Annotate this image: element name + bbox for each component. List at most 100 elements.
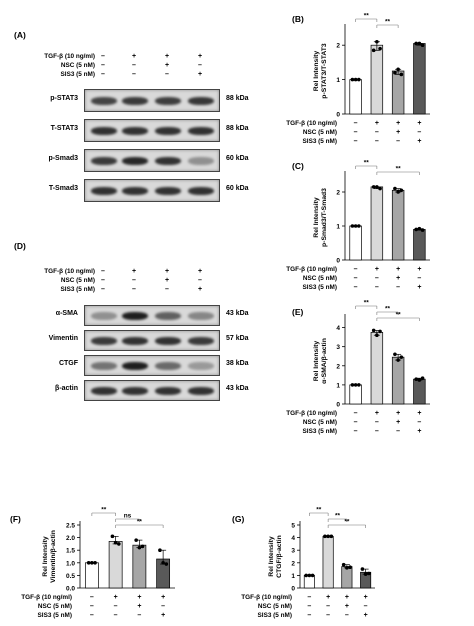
treatment-label: NSC (5 nM) — [303, 419, 337, 426]
data-point — [399, 72, 404, 77]
data-point — [353, 77, 358, 82]
treatment-sign: + — [326, 594, 330, 601]
treatment-sign: – — [101, 53, 105, 60]
treatment-label: NSC (5 nM) — [303, 129, 337, 136]
treatment-label: TGF-β (10 ng/ml) — [286, 120, 337, 127]
treatment-label: SIS3 (5 nM) — [38, 612, 72, 619]
treatment-sign: – — [354, 419, 358, 426]
significance-label: ** — [385, 19, 391, 26]
treatment-sign: + — [396, 275, 400, 282]
treatment-sign: – — [198, 277, 202, 284]
treatment-sign: – — [307, 612, 311, 619]
y-axis-label: Rel Intensityα-SMA/β-actin — [313, 338, 328, 384]
treatment-sign: + — [396, 266, 400, 273]
molecular-weight-label: 60 kDa — [226, 154, 249, 162]
data-point — [414, 227, 418, 232]
significance-label: ns — [124, 513, 132, 520]
treatment-sign: – — [101, 277, 105, 284]
blot-label: β-actin — [55, 384, 78, 392]
chart-b: (B) 0 1 2 Rel Intensityp-STAT3/T-STAT3 ** ** TG… — [286, 13, 430, 145]
panel-label: (C) — [292, 161, 304, 171]
treatment-sign: + — [137, 594, 141, 601]
significance-label: ** — [335, 513, 341, 520]
treatment-sign: – — [354, 138, 358, 145]
treatment-sign: – — [354, 428, 358, 435]
treatment-sign: – — [132, 62, 136, 69]
data-point — [420, 228, 425, 232]
y-tick-label: 5 — [291, 523, 295, 530]
treatment-sign: + — [417, 120, 421, 127]
treatment-sign: + — [375, 120, 379, 127]
data-point — [371, 185, 376, 189]
treatment-sign: + — [345, 603, 349, 610]
treatment-sign: – — [165, 71, 169, 78]
blot-band — [155, 126, 181, 135]
blot-strip — [84, 355, 220, 376]
treatment-sign: + — [364, 594, 368, 601]
bar — [349, 384, 362, 405]
treatment-sign: – — [307, 603, 311, 610]
treatment-sign: + — [396, 419, 400, 426]
blot-band — [91, 96, 117, 105]
treatment-label: TGF-β (10 ng/ml) — [241, 594, 292, 601]
treatment-sign: + — [161, 612, 165, 619]
bar — [132, 544, 147, 589]
data-point — [110, 534, 115, 539]
blot-band — [188, 126, 214, 135]
treatment-sign: + — [417, 266, 421, 273]
y-axis-label-line: p-Smad3/T-Smad3 — [321, 188, 328, 247]
y-axis-label-line: Rel Intensity — [313, 197, 320, 238]
data-point — [90, 561, 94, 565]
blot-strip — [84, 305, 220, 326]
bar — [391, 189, 405, 261]
panel-label-a: (A) — [14, 30, 26, 40]
data-point — [393, 70, 397, 75]
treatment-sign: – — [132, 71, 136, 78]
blot-band — [91, 361, 117, 370]
data-point — [371, 328, 376, 333]
blot-band — [188, 156, 214, 165]
data-point — [367, 571, 371, 576]
data-point — [357, 224, 361, 228]
data-point — [323, 534, 327, 539]
data-point — [396, 358, 400, 362]
treatment-sign: – — [375, 284, 379, 291]
treatment-sign: + — [197, 286, 203, 293]
data-point — [341, 562, 346, 567]
bar — [413, 43, 426, 115]
y-tick-label: 1.0 — [66, 560, 75, 567]
treatment-sign: + — [197, 53, 203, 60]
significance-label: ** — [396, 166, 402, 173]
treatment-sign: – — [417, 419, 421, 426]
y-tick-label: 2 — [336, 43, 340, 50]
y-tick-label: 2 — [336, 190, 340, 197]
treatment-sign: – — [101, 71, 105, 78]
treatment-label: TGF-β (10 ng/ml) — [286, 266, 337, 273]
treatment-sign: – — [354, 266, 358, 273]
treatment-sign: – — [161, 603, 165, 610]
treatment-sign: – — [375, 138, 379, 145]
blot-band — [188, 386, 214, 395]
treatment-sign: + — [396, 410, 400, 417]
y-axis-label-line: α-SMA/β-actin — [321, 338, 328, 384]
treatment-sign: – — [354, 129, 358, 136]
blot-band — [155, 336, 181, 345]
data-point — [375, 39, 379, 44]
data-point — [399, 188, 404, 193]
treatment-label: SIS3 (5 nM) — [60, 286, 95, 293]
significance-label: ** — [137, 519, 143, 526]
treatment-label: SIS3 (5 nM) — [303, 428, 337, 435]
y-axis-label-line: Rel Intensity — [268, 536, 275, 577]
y-tick-label: 4 — [336, 325, 340, 332]
data-point — [304, 573, 308, 578]
data-point — [161, 561, 165, 565]
data-point — [375, 333, 379, 338]
treatment-sign: – — [396, 284, 400, 291]
data-point — [378, 186, 382, 191]
treatment-sign: – — [354, 284, 358, 291]
data-point — [399, 355, 404, 359]
blot-label: T-Smad3 — [48, 184, 78, 192]
y-axis-label-line: Vimentin/β-actin — [50, 530, 57, 583]
treatment-label: NSC (5 nM) — [60, 62, 95, 69]
significance-label: ** — [364, 13, 370, 20]
